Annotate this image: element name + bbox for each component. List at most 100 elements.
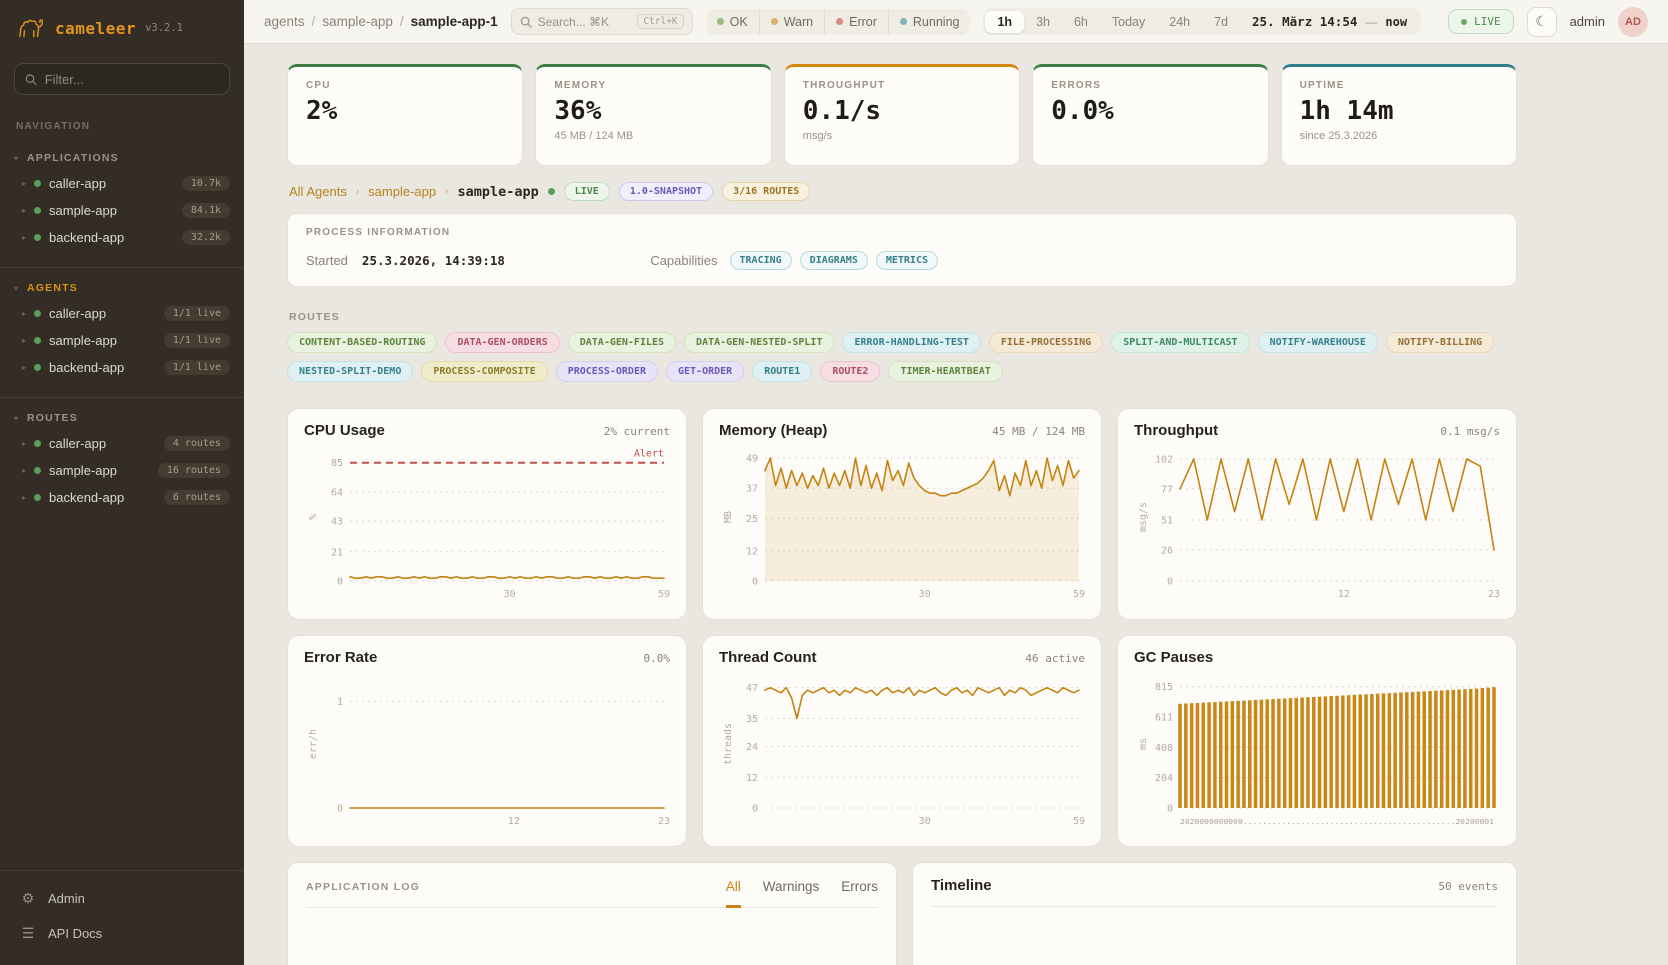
chart-card-throughput: Throughput 0.1 msg/s 0 26 51 77 102 msg/s 12 23 [1117, 408, 1517, 620]
sidebar-item-caller-app[interactable]: ▸ caller-app 1/1 live [0, 300, 244, 327]
dark-mode-toggle[interactable]: ☾ [1526, 6, 1557, 37]
date-range-display[interactable]: 25. März 14:54 — now [1240, 10, 1419, 33]
chart-title: CPU Usage [304, 422, 385, 439]
sidebar-item-sample-app[interactable]: ▸ sample-app 1/1 live [0, 327, 244, 354]
status-filter-warn[interactable]: Warn [760, 8, 826, 35]
sidebar-section-header-routes[interactable]: ▾ ROUTES [0, 404, 244, 430]
status-filter-ok[interactable]: OK [706, 8, 760, 35]
time-range-1h[interactable]: 1h [985, 10, 1025, 33]
chart-header: GC Pauses [1134, 649, 1500, 666]
route-tag-get-order[interactable]: GET-ORDER [666, 361, 745, 382]
sidebar-item-backend-app[interactable]: ▸ backend-app 32.2k [0, 224, 244, 251]
chevron-right-icon: ▸ [22, 439, 27, 448]
status-dot [716, 18, 724, 25]
svg-text:59: 59 [658, 589, 670, 600]
live-badge[interactable]: LIVE [1448, 9, 1514, 34]
sidebar-item-sample-app[interactable]: ▸ sample-app 16 routes [0, 457, 244, 484]
status-filter-label: Error [849, 14, 877, 29]
sidebar-filter-box[interactable] [14, 63, 230, 95]
status-filter-label: Warn [783, 14, 814, 29]
chevron-right-icon: › [445, 186, 449, 197]
search-shortcut-kbd: Ctrl+K [637, 14, 684, 29]
status-filter-error[interactable]: Error [825, 8, 889, 35]
chart-header: Error Rate 0.0% [304, 649, 670, 666]
sidebar-section-header-agents[interactable]: ▾ AGENTS [0, 274, 244, 300]
chart-plot-gc: 0 204 408 611 815 ms 2020000000000............… [1138, 682, 1496, 826]
svg-text:0: 0 [1167, 804, 1173, 815]
sidebar-footer-api-docs[interactable]: ☰ API Docs [0, 916, 244, 951]
route-tag-error-handling-test[interactable]: ERROR-HANDLING-TEST [842, 332, 981, 353]
sidebar-section-header-applications[interactable]: ▾ APPLICATIONS [0, 144, 244, 170]
sidebar-footer-admin[interactable]: ⚙ Admin [0, 881, 244, 916]
chevron-right-icon: ▸ [22, 363, 27, 372]
status-dot [34, 180, 42, 187]
svg-text:30: 30 [919, 816, 931, 827]
breadcrumb-agents[interactable]: agents [264, 14, 305, 29]
route-tag-data-gen-orders[interactable]: DATA-GEN-ORDERS [445, 332, 560, 353]
global-search-box[interactable]: Ctrl+K [510, 8, 693, 35]
route-tag-file-processing[interactable]: FILE-PROCESSING [988, 332, 1104, 353]
agent-live-dot [547, 188, 555, 195]
time-range-today[interactable]: Today [1111, 14, 1146, 29]
started-label: Started [306, 253, 348, 268]
route-tag-notify-warehouse[interactable]: NOTIFY-WAREHOUSE [1257, 332, 1378, 353]
sidebar-item-badge: 1/1 live [163, 306, 230, 321]
route-tag-nested-split-demo[interactable]: NESTED-SPLIT-DEMO [287, 361, 414, 382]
chevron-right-icon: ▸ [22, 466, 27, 475]
timeline-header: Timeline 50 events [931, 877, 1498, 907]
route-tag-data-gen-nested-split[interactable]: DATA-GEN-NESTED-SPLIT [684, 332, 835, 353]
route-tag-process-order[interactable]: PROCESS-ORDER [555, 361, 658, 382]
route-tag-split-and-multicast[interactable]: SPLIT-AND-MULTICAST [1111, 332, 1250, 353]
route-tag-notify-billing[interactable]: NOTIFY-BILLING [1385, 332, 1495, 353]
status-dot [34, 310, 42, 317]
list-icon: ☰ [21, 925, 35, 941]
breadcrumb-sample-app[interactable]: sample-app [322, 14, 393, 29]
user-name: admin [1569, 14, 1605, 29]
avatar[interactable]: AD [1618, 6, 1648, 37]
status-dot [836, 18, 844, 25]
status-filter-running[interactable]: Running [889, 9, 971, 35]
route-tag-route1[interactable]: ROUTE1 [752, 361, 813, 382]
route-tag-timer-heartbeat[interactable]: TIMER-HEARTBEAT [888, 361, 1003, 382]
log-tab-errors[interactable]: Errors [841, 879, 878, 894]
capability-diagrams: DIAGRAMS [799, 251, 868, 270]
time-range-7d[interactable]: 7d [1214, 14, 1229, 29]
log-tab-warnings[interactable]: Warnings [762, 879, 820, 894]
sidebar-item-badge: 16 routes [157, 463, 230, 478]
svg-text:0: 0 [337, 577, 343, 588]
stat-card-cpu: CPU 2% [287, 64, 524, 166]
svg-text:59: 59 [1073, 589, 1085, 600]
application-log-header: APPLICATION LOG All Warnings Errors [306, 879, 878, 908]
route-tag-process-composite[interactable]: PROCESS-COMPOSITE [421, 361, 548, 382]
application-log-title: APPLICATION LOG [306, 881, 421, 893]
stat-value: 0.0% [1051, 96, 1114, 126]
time-range-3h[interactable]: 3h [1036, 14, 1050, 29]
nav-sections: ▾ APPLICATIONS ▸ caller-app 10.7k ▸ sample-app… [0, 138, 244, 521]
sidebar-item-backend-app[interactable]: ▸ backend-app 6 routes [0, 484, 244, 511]
stat-card-uptime: UPTIME 1h 14m since 25.3.2026 [1280, 64, 1517, 166]
svg-text:0: 0 [1167, 577, 1173, 588]
sidebar-item-backend-app[interactable]: ▸ backend-app 1/1 live [0, 354, 244, 381]
log-tab-all[interactable]: All [725, 879, 741, 908]
svg-text:26: 26 [1161, 545, 1173, 556]
svg-text:64: 64 [331, 487, 343, 498]
sidebar-item-caller-app[interactable]: ▸ caller-app 10.7k [0, 170, 244, 197]
status-dot [770, 18, 778, 25]
route-tag-content-based-routing[interactable]: CONTENT-BASED-ROUTING [287, 332, 438, 353]
sidebar-item-caller-app[interactable]: ▸ caller-app 4 routes [0, 430, 244, 457]
agent-bar-link[interactable]: All Agents [289, 184, 347, 199]
svg-text:611: 611 [1155, 713, 1173, 724]
time-range-24h[interactable]: 24h [1169, 14, 1191, 29]
stat-value: 36% [554, 96, 602, 126]
filter-input[interactable] [44, 71, 219, 87]
route-tag-route2[interactable]: ROUTE2 [820, 361, 881, 382]
search-input[interactable] [537, 14, 628, 29]
agent-bar-link[interactable]: sample-app [368, 184, 437, 199]
route-tag-data-gen-files[interactable]: DATA-GEN-FILES [567, 332, 677, 353]
stat-sublabel: since 25.3.2026 [1299, 130, 1378, 142]
app-version: v3.2.1 [145, 22, 183, 34]
svg-text:msg/s: msg/s [1138, 502, 1149, 532]
sidebar-item-sample-app[interactable]: ▸ sample-app 84.1k [0, 197, 244, 224]
breadcrumb-current: sample-app-1 [410, 14, 498, 29]
time-range-6h[interactable]: 6h [1073, 14, 1088, 29]
